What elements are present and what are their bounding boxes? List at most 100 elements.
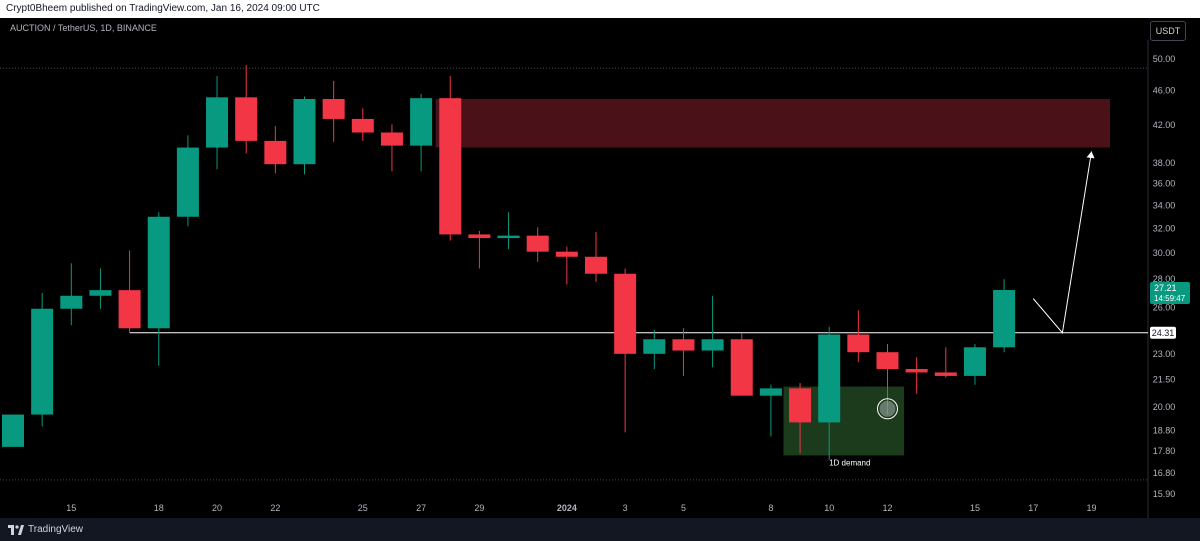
y-tick-label: 34.00: [1153, 200, 1176, 210]
marker-circle-fill: [879, 400, 896, 417]
y-tick-label: 18.80: [1153, 425, 1176, 435]
candle: [789, 382, 812, 454]
candle-body: [293, 99, 316, 165]
candle-body: [118, 290, 141, 329]
candle-body: [585, 256, 607, 274]
candle-body: [351, 118, 374, 133]
y-tick-label: 28.00: [1153, 274, 1176, 284]
y-tick-label: 36.00: [1153, 179, 1176, 189]
y-tick-label: 21.50: [1153, 374, 1176, 384]
candle-body: [905, 368, 928, 373]
candle-body: [701, 339, 724, 351]
y-tick-label: 32.00: [1153, 223, 1176, 233]
demand-zone-label: 1D demand: [829, 458, 870, 467]
candle-body: [176, 147, 199, 217]
candle: [497, 212, 520, 250]
candle: [60, 263, 83, 326]
candle: [380, 124, 403, 172]
candle: [730, 332, 753, 396]
candle-body: [672, 339, 695, 351]
x-tick-label: 8: [768, 503, 773, 513]
candle: [555, 246, 578, 285]
level-label-bg: [1150, 326, 1176, 339]
tradingview-icon: [8, 524, 24, 535]
candle-body: [643, 339, 666, 354]
candle: [993, 279, 1016, 353]
publisher-text: Crypt0Bheem published on TradingView.com…: [6, 3, 320, 14]
candle-body: [410, 98, 433, 146]
y-tick-label: 46.00: [1153, 86, 1176, 96]
candle-body: [439, 98, 462, 235]
y-tick-label: 42.00: [1153, 120, 1176, 130]
candle: [31, 292, 54, 427]
candle-body: [31, 308, 54, 415]
level-label: 24.31: [1152, 328, 1175, 338]
y-tick-label: 17.80: [1153, 446, 1176, 456]
currency-button[interactable]: USDT: [1150, 21, 1186, 41]
candle-body: [264, 140, 287, 165]
candle: [963, 344, 986, 385]
candle-body: [934, 372, 957, 376]
x-tick-label: 2024: [557, 503, 577, 513]
candle-body: [993, 290, 1016, 348]
last-price-label: 27.21: [1154, 283, 1177, 293]
candle: [410, 93, 433, 172]
candle: [643, 329, 666, 369]
y-tick-label: 20.00: [1153, 402, 1176, 412]
candle-body: [555, 251, 578, 257]
candle: [351, 108, 374, 141]
x-tick-label: 29: [474, 503, 484, 513]
candle: [235, 65, 258, 154]
brand-text: TradingView: [28, 524, 84, 535]
last-price-bg: [1150, 282, 1190, 305]
x-tick-label: 22: [270, 503, 280, 513]
candle: [905, 357, 928, 394]
y-tick-label: 30.00: [1153, 248, 1176, 258]
candle-body: [60, 295, 83, 309]
x-tick-label: 10: [824, 503, 834, 513]
y-tick-label: 50.00: [1153, 54, 1176, 64]
arrow-head-icon: [1086, 151, 1095, 159]
candle: [934, 347, 957, 378]
tradingview-logo[interactable]: TradingView: [8, 524, 83, 535]
candle-body: [89, 290, 112, 296]
candle-body: [789, 388, 812, 423]
candle: [176, 135, 199, 227]
candle: [264, 126, 287, 174]
x-tick-label: 25: [358, 503, 368, 513]
candle: [293, 96, 316, 175]
candle-body: [147, 216, 170, 329]
candle: [759, 384, 782, 437]
candle-body: [497, 235, 520, 239]
x-tick-label: 18: [154, 503, 164, 513]
candle: [468, 230, 491, 269]
candle: [614, 268, 637, 433]
x-tick-label: 17: [1028, 503, 1038, 513]
y-tick-label: 38.00: [1153, 158, 1176, 168]
candle-body: [963, 347, 986, 376]
footer-bar: [0, 518, 1200, 541]
candle-body: [759, 388, 782, 396]
candle-body: [380, 132, 403, 146]
x-tick-label: 15: [970, 503, 980, 513]
candle-body: [2, 414, 24, 447]
candle-body: [526, 235, 549, 252]
x-tick-label: 15: [66, 503, 76, 513]
candle: [847, 310, 870, 363]
candle-body: [730, 339, 753, 396]
candle: [701, 295, 724, 368]
candle: [585, 232, 607, 282]
candle: [439, 76, 462, 241]
x-tick-label: 19: [1087, 503, 1097, 513]
symbol-label: AUCTION / TetherUS, 1D, BINANCE: [10, 23, 157, 33]
candle: [118, 250, 141, 333]
candle: [818, 326, 841, 460]
candle: [2, 414, 24, 447]
candle-body: [614, 273, 637, 354]
x-tick-label: 27: [416, 503, 426, 513]
countdown-label: 14:59:47: [1154, 294, 1186, 303]
x-tick-label: 12: [882, 503, 892, 513]
supply-zone: [435, 99, 1110, 148]
y-tick-label: 15.90: [1153, 489, 1176, 499]
